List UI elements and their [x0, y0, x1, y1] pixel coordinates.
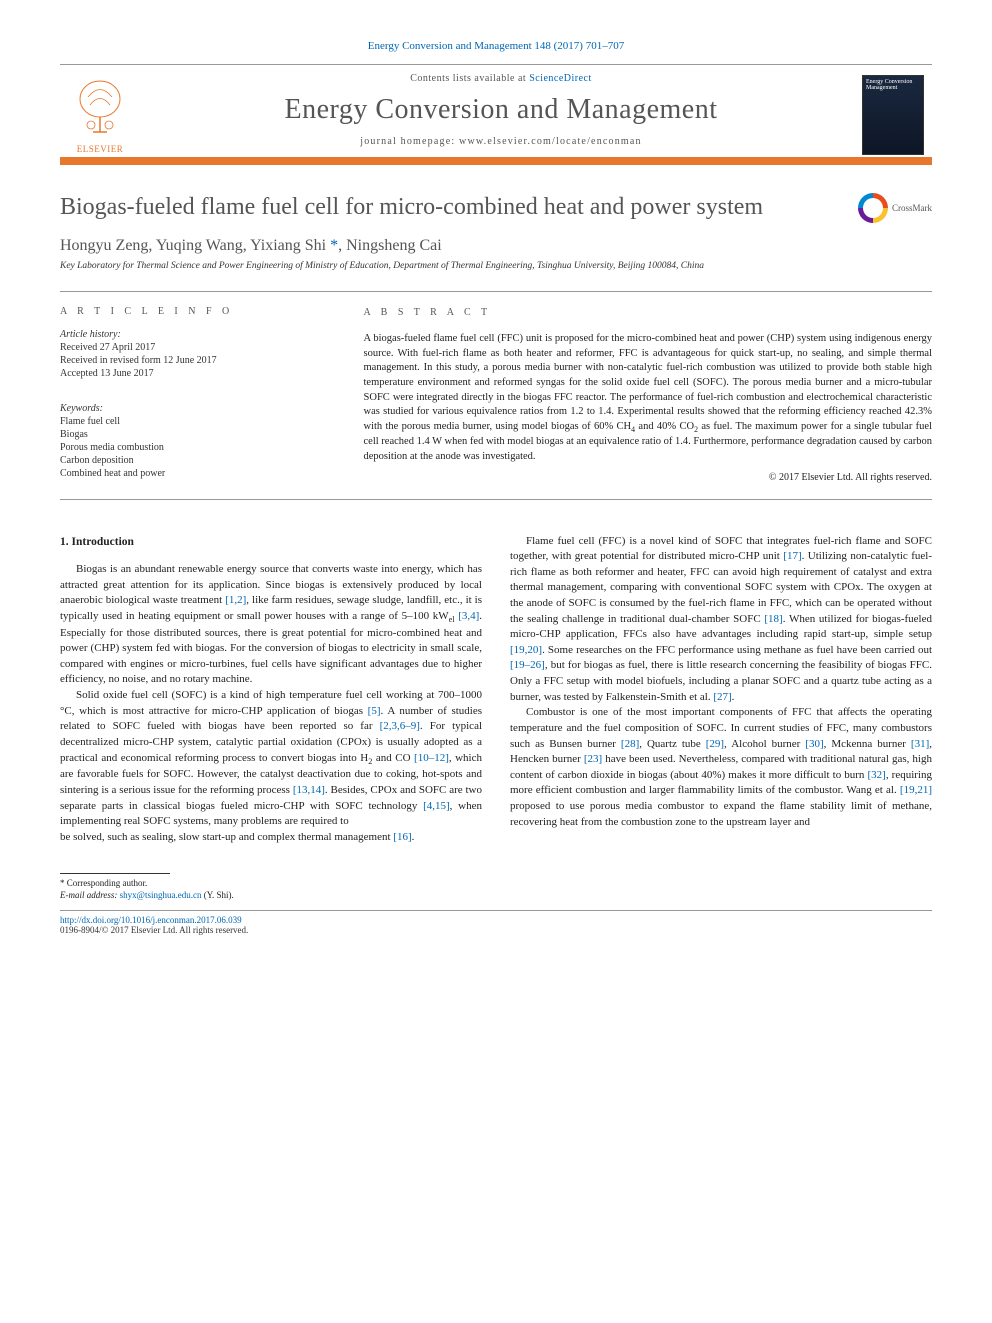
corresponding-author-note: * Corresponding author. [60, 878, 932, 890]
abstract-text: A biogas-fueled flame fuel cell (FFC) un… [364, 332, 932, 465]
contents-available-line: Contents lists available at ScienceDirec… [140, 73, 862, 84]
elsevier-tree-icon [73, 77, 128, 137]
crossmark-icon [858, 193, 888, 223]
info-abstract-row: A R T I C L E I N F O Article history: R… [60, 291, 932, 500]
homepage-url[interactable]: www.elsevier.com/locate/enconman [459, 136, 642, 147]
homepage-prefix: journal homepage: [360, 136, 459, 147]
section-heading: 1. Introduction [60, 534, 482, 550]
masthead-center: Contents lists available at ScienceDirec… [140, 73, 862, 157]
crossmark-label: CrossMark [892, 203, 932, 213]
masthead-right: Energy Conversion Management [862, 75, 932, 155]
authors-text: Hongyu Zeng, Yuqing Wang, Yixiang Shi *,… [60, 237, 442, 254]
body-paragraph: Solid oxide fuel cell (SOFC) is a kind o… [60, 688, 482, 830]
publisher-label: ELSEVIER [60, 144, 140, 154]
masthead: ELSEVIER Contents lists available at Sci… [60, 64, 932, 159]
contents-prefix: Contents lists available at [410, 73, 529, 84]
journal-cover-thumb: Energy Conversion Management [862, 75, 924, 155]
keyword-item: Combined heat and power [60, 468, 328, 479]
body-paragraph: Flame fuel cell (FFC) is a novel kind of… [510, 534, 932, 706]
email-who: (Y. Shi). [201, 890, 233, 900]
email-label: E-mail address: [60, 890, 120, 900]
citation-header: Energy Conversion and Management 148 (20… [60, 40, 932, 52]
footnote-separator [60, 873, 170, 874]
abstract-label: A B S T R A C T [364, 306, 932, 320]
article-info-column: A R T I C L E I N F O Article history: R… [60, 292, 346, 500]
body-paragraph: be solved, such as sealing, slow start-u… [60, 830, 482, 846]
keywords-label: Keywords: [60, 403, 328, 414]
article-info-label: A R T I C L E I N F O [60, 306, 328, 317]
issn-copyright-line: 0196-8904/© 2017 Elsevier Ltd. All right… [60, 925, 248, 935]
abstract-copyright: © 2017 Elsevier Ltd. All rights reserved… [364, 471, 932, 485]
email-line: E-mail address: shyx@tsinghua.edu.cn (Y.… [60, 890, 932, 902]
authors-line: Hongyu Zeng, Yuqing Wang, Yixiang Shi *,… [60, 237, 932, 255]
keyword-item: Porous media combustion [60, 442, 328, 453]
received-line: Received 27 April 2017 [60, 342, 328, 353]
publisher-block: ELSEVIER [60, 77, 140, 154]
body-paragraph: Biogas is an abundant renewable energy s… [60, 562, 482, 688]
article-title: Biogas-fueled flame fuel cell for micro-… [60, 193, 858, 222]
corresponding-email[interactable]: shyx@tsinghua.edu.cn [120, 890, 202, 900]
body-two-column: 1. Introduction Biogas is an abundant re… [60, 534, 932, 846]
keyword-item: Flame fuel cell [60, 416, 328, 427]
footnote-block: * Corresponding author. E-mail address: … [60, 878, 932, 901]
sciencedirect-link[interactable]: ScienceDirect [529, 73, 592, 84]
bottom-identifier-block: http://dx.doi.org/10.1016/j.enconman.201… [60, 910, 932, 935]
doi-link[interactable]: http://dx.doi.org/10.1016/j.enconman.201… [60, 915, 242, 925]
abstract-column: A B S T R A C T A biogas-fueled flame fu… [346, 292, 932, 500]
accepted-line: Accepted 13 June 2017 [60, 368, 328, 379]
homepage-line: journal homepage: www.elsevier.com/locat… [140, 136, 862, 147]
keyword-item: Carbon deposition [60, 455, 328, 466]
body-paragraph: Combustor is one of the most important c… [510, 705, 932, 830]
history-label: Article history: [60, 329, 328, 340]
paper-page: Energy Conversion and Management 148 (20… [0, 0, 992, 965]
orange-divider [60, 159, 932, 165]
revised-line: Received in revised form 12 June 2017 [60, 355, 328, 366]
title-row: Biogas-fueled flame fuel cell for micro-… [60, 193, 932, 223]
affiliation: Key Laboratory for Thermal Science and P… [60, 261, 932, 271]
journal-name: Energy Conversion and Management [140, 94, 862, 126]
keywords-block: Keywords: Flame fuel cell Biogas Porous … [60, 403, 328, 479]
keyword-item: Biogas [60, 429, 328, 440]
crossmark-badge[interactable]: CrossMark [858, 193, 932, 223]
